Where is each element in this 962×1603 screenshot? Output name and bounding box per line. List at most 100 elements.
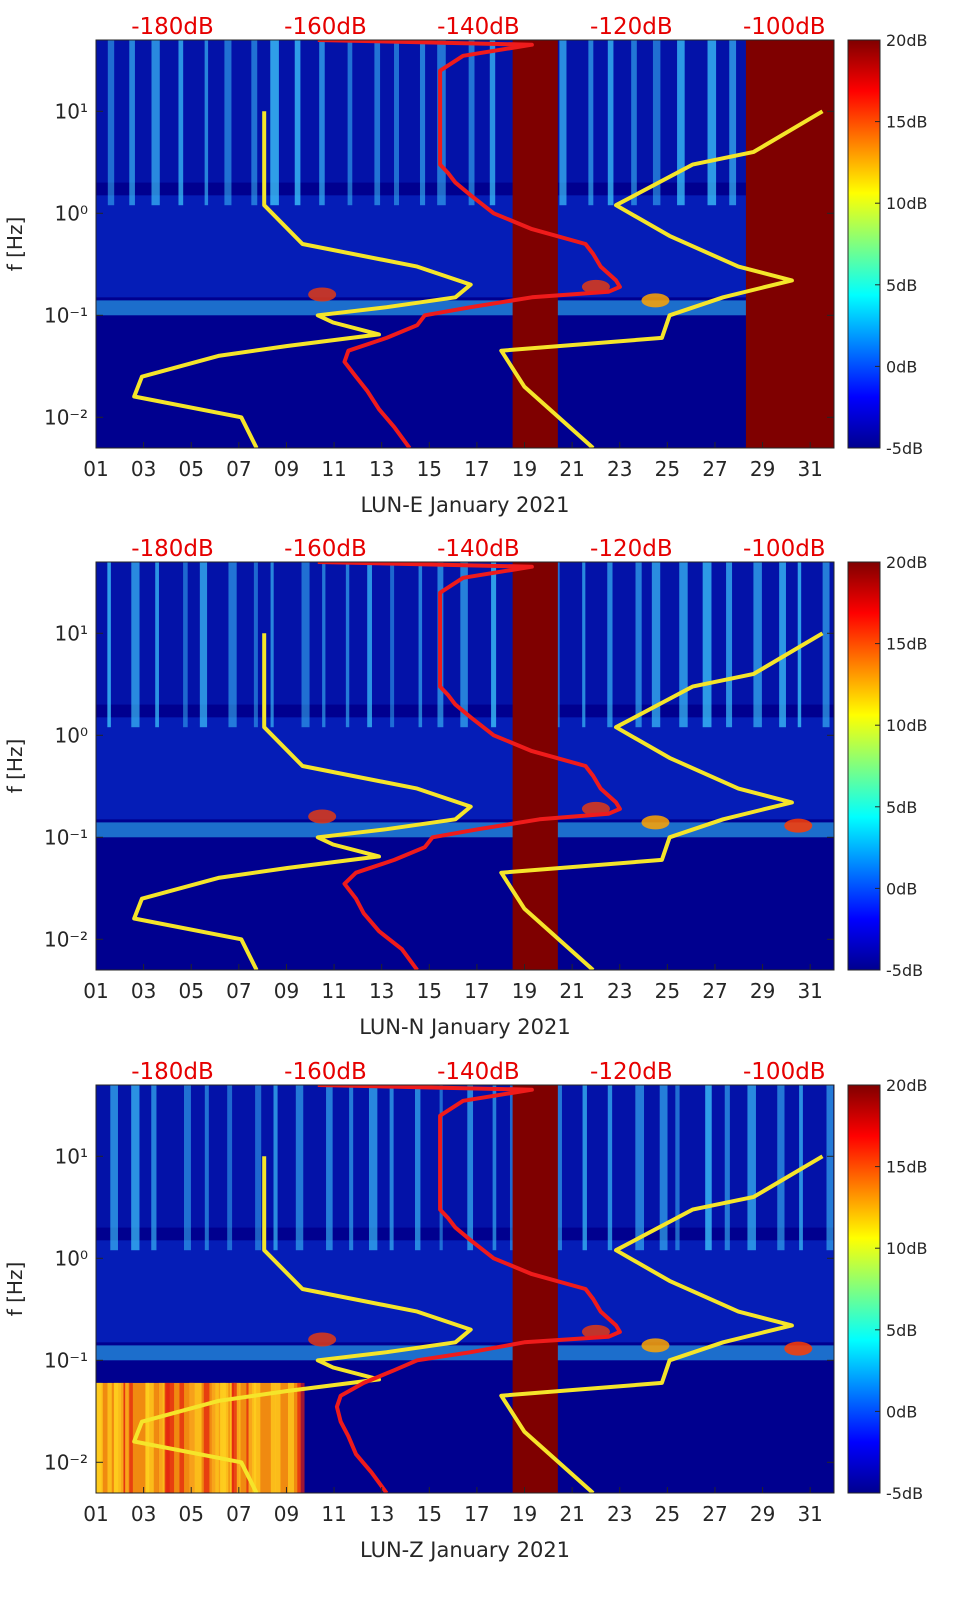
top-db-tick-label: -180dB bbox=[131, 1059, 214, 1085]
x-tick-label: 29 bbox=[750, 457, 775, 481]
x-tick-label: 09 bbox=[274, 457, 299, 481]
x-tick-label: 31 bbox=[797, 1502, 822, 1526]
x-tick-label: 23 bbox=[607, 1502, 632, 1526]
daily-noise-streak bbox=[631, 40, 637, 206]
colorbar bbox=[847, 39, 881, 449]
microseism-peak bbox=[308, 1332, 337, 1347]
x-tick-label: 31 bbox=[797, 457, 822, 481]
y-axis-label: f [Hz] bbox=[3, 217, 27, 272]
x-tick-label: 07 bbox=[226, 1502, 251, 1526]
daily-noise-streak bbox=[368, 1085, 378, 1251]
x-tick-label: 27 bbox=[702, 457, 727, 481]
nhnm-line bbox=[499, 109, 824, 448]
axes-frame bbox=[95, 39, 835, 449]
daily-noise-streak bbox=[183, 562, 188, 728]
colorbar-tick-label: -5dB bbox=[886, 439, 923, 458]
long-period-noise-stripe bbox=[220, 1382, 227, 1493]
x-tick-label: 15 bbox=[417, 979, 442, 1003]
colorbar-tick-label: 5dB bbox=[886, 1321, 917, 1340]
nlnm-line bbox=[132, 633, 473, 970]
daily-noise-streak bbox=[227, 1085, 233, 1251]
long-period-noise-stripe bbox=[147, 1382, 154, 1493]
colorbar-tick-label: -5dB bbox=[886, 961, 923, 980]
long-period-noise-stripe bbox=[275, 1382, 281, 1493]
colorbar-tick-label: 20dB bbox=[886, 1076, 928, 1095]
daily-noise-streak bbox=[131, 1085, 140, 1251]
x-tick-label: 21 bbox=[559, 979, 584, 1003]
daily-noise-streak bbox=[374, 40, 381, 206]
daily-noise-streak bbox=[679, 562, 688, 728]
x-tick-label: 29 bbox=[750, 979, 775, 1003]
spectrogram-area bbox=[96, 562, 834, 970]
long-period-noise-stripe bbox=[179, 1382, 185, 1493]
x-tick-label: 19 bbox=[512, 457, 537, 481]
daily-noise-streak bbox=[652, 40, 661, 206]
x-tick-label: 03 bbox=[131, 979, 156, 1003]
daily-noise-streak bbox=[588, 40, 594, 206]
daily-noise-streak bbox=[468, 40, 475, 206]
colorbar-tick-label: 15dB bbox=[886, 635, 928, 654]
daily-noise-streak bbox=[747, 1085, 756, 1251]
long-period-noise-stripe bbox=[158, 1382, 165, 1493]
y-axis-label: f [Hz] bbox=[3, 1262, 27, 1317]
daily-noise-streak bbox=[607, 40, 614, 206]
nhnm-line bbox=[499, 631, 824, 970]
long-period-noise-stripe bbox=[107, 1382, 112, 1493]
y-tick-label: 10⁻¹ bbox=[44, 1348, 88, 1372]
x-tick-label: 03 bbox=[131, 1502, 156, 1526]
microseism-peak bbox=[308, 287, 337, 302]
colorbar-tick-label: 5dB bbox=[886, 276, 917, 295]
top-db-tick-label: -140dB bbox=[437, 14, 520, 40]
microseism-peak bbox=[641, 1338, 670, 1353]
x-tick-label: 19 bbox=[512, 1502, 537, 1526]
daily-noise-streak bbox=[491, 562, 497, 728]
microseism-band bbox=[96, 717, 834, 820]
long-period-noise-stripe bbox=[114, 1382, 119, 1493]
panel-title: LUN-E January 2021 bbox=[361, 493, 570, 517]
daily-noise-streak bbox=[204, 40, 209, 206]
daily-noise-streak bbox=[390, 562, 395, 728]
axes-frame bbox=[95, 1084, 835, 1494]
daily-noise-streak bbox=[705, 1085, 712, 1251]
colorbar-tick-label: 10dB bbox=[886, 1239, 928, 1258]
daily-noise-streak bbox=[129, 40, 135, 206]
axes-frame bbox=[95, 561, 835, 971]
daily-noise-streak bbox=[659, 1085, 668, 1251]
top-db-tick-label: -160dB bbox=[284, 536, 367, 562]
daily-noise-streak bbox=[204, 1085, 209, 1251]
daily-noise-streak bbox=[155, 562, 159, 728]
x-tick-label: 17 bbox=[464, 1502, 489, 1526]
daily-noise-streak bbox=[677, 40, 685, 206]
top-db-tick-label: -120dB bbox=[590, 536, 673, 562]
x-tick-label: 27 bbox=[702, 1502, 727, 1526]
x-tick-label: 01 bbox=[83, 979, 108, 1003]
top-db-tick-label: -100dB bbox=[743, 1059, 826, 1085]
x-tick-label: 13 bbox=[369, 457, 394, 481]
data-gap bbox=[512, 1085, 558, 1493]
spectrogram-area bbox=[96, 40, 834, 448]
daily-noise-streak bbox=[826, 1085, 834, 1251]
daily-noise-streak bbox=[319, 40, 325, 206]
y-tick-label: 10⁻² bbox=[44, 405, 88, 429]
nlnm-line bbox=[132, 111, 473, 448]
daily-noise-streak bbox=[702, 562, 712, 728]
daily-noise-streak bbox=[326, 1085, 333, 1251]
x-tick-label: 13 bbox=[369, 979, 394, 1003]
top-db-tick-label: -140dB bbox=[437, 536, 520, 562]
daily-noise-streak bbox=[555, 1085, 562, 1251]
daily-noise-streak bbox=[347, 40, 353, 206]
y-axis-label: f [Hz] bbox=[3, 739, 27, 794]
daily-noise-streak bbox=[270, 562, 274, 728]
long-period-noise-stripe bbox=[248, 1382, 257, 1493]
daily-noise-streak bbox=[273, 1085, 278, 1251]
long-period-noise-stripe bbox=[96, 1382, 103, 1493]
colorbar-tick-label: 0dB bbox=[886, 879, 917, 898]
daily-noise-streak bbox=[224, 40, 232, 206]
x-tick-label: 21 bbox=[559, 1502, 584, 1526]
daily-noise-streak bbox=[822, 562, 830, 728]
daily-noise-streak bbox=[607, 562, 613, 728]
x-tick-label: 17 bbox=[464, 979, 489, 1003]
daily-noise-streak bbox=[110, 1085, 118, 1251]
top-db-tick-label: -100dB bbox=[743, 14, 826, 40]
data-gap bbox=[512, 40, 558, 448]
